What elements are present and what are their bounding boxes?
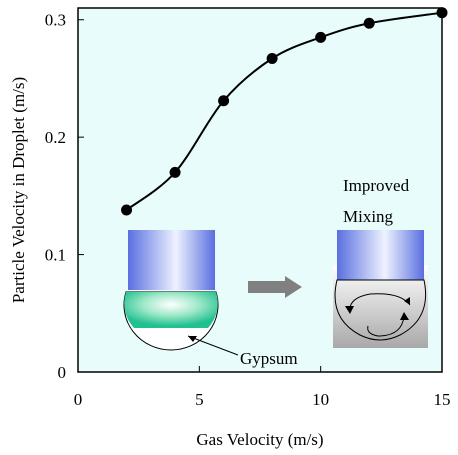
x-tick-label: 15 <box>434 390 451 409</box>
y-tick-label: 0.1 <box>45 246 66 265</box>
point <box>364 18 375 29</box>
y-tick-label: 0 <box>58 363 67 382</box>
y-axis-label: Particle Velocity in Droplet (m/s) <box>9 77 28 303</box>
y-tick-label: 0.2 <box>45 128 66 147</box>
point <box>267 53 278 64</box>
annotation: Improved <box>343 176 410 195</box>
droplet-liquid <box>124 292 218 328</box>
annotation: Mixing <box>343 207 394 226</box>
point <box>170 167 181 178</box>
x-tick-label: 0 <box>74 390 83 409</box>
point <box>218 95 229 106</box>
point <box>315 32 326 43</box>
point <box>437 7 448 18</box>
y-tick-label: 0.3 <box>45 11 66 30</box>
point <box>121 204 132 215</box>
nozzle <box>128 230 215 290</box>
x-tick-label: 10 <box>312 390 329 409</box>
x-tick-label: 5 <box>195 390 204 409</box>
annotation: Gypsum <box>240 349 298 368</box>
x-axis-label: Gas Velocity (m/s) <box>196 430 323 449</box>
nozzle <box>337 230 424 280</box>
chart: Improved Mixing Gypsum Gas Velocity (m/s… <box>0 0 458 455</box>
